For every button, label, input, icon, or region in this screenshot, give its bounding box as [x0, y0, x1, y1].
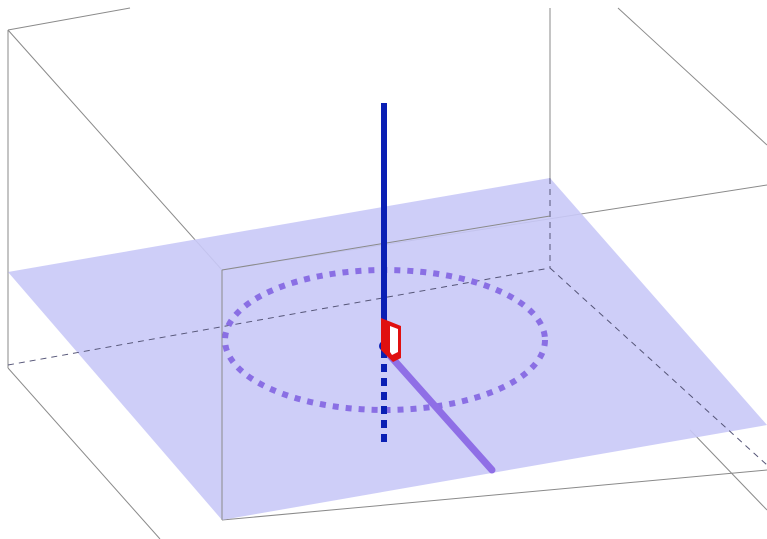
- hidden-edge-back-horizontal: [7, 267, 551, 366]
- right-angle-marker-highlight: [390, 326, 398, 355]
- perpendicular-segment[interactable]: [381, 346, 496, 474]
- right-angle-marker: [381, 318, 401, 362]
- box-edge-bottom-left: [7, 367, 161, 539]
- hidden-edges: [7, 178, 767, 466]
- box-edge-top-left-diagonal: [7, 29, 223, 271]
- box-edge-back-top-left: [7, 7, 131, 31]
- box-edge-top-right-diagonal: [617, 7, 767, 146]
- hidden-edge-right-diagonal: [549, 267, 767, 466]
- box-edge-bottom-right: [689, 429, 767, 511]
- box-edge-bottom-front: [221, 469, 767, 521]
